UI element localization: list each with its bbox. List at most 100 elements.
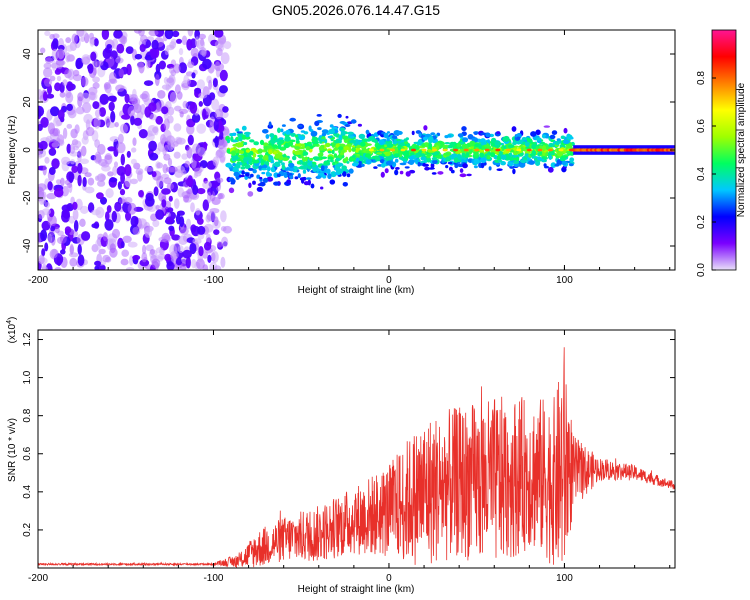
- spectrogram-heatmap: [38, 30, 675, 270]
- signal-cell: [311, 163, 317, 168]
- signal-cell: [230, 150, 237, 157]
- signal-cell: [262, 177, 269, 183]
- signal-cell: [350, 119, 357, 124]
- noise-cell: [107, 171, 114, 177]
- noise-cell: [89, 32, 94, 40]
- noise-cell: [52, 38, 59, 50]
- noise-cell: [191, 113, 201, 123]
- signal-cell: [328, 128, 335, 135]
- noise-cell: [99, 107, 106, 117]
- noise-cell: [120, 258, 129, 266]
- noise-cell: [92, 67, 97, 76]
- signal-cell: [243, 157, 248, 163]
- noise-cell: [173, 151, 181, 159]
- signal-cell: [428, 136, 434, 143]
- signal-cell: [295, 140, 300, 144]
- signal-cell: [285, 129, 291, 135]
- signal-cell: [345, 156, 349, 162]
- noise-cell: [212, 78, 218, 88]
- x-tick-label: 100: [556, 573, 573, 584]
- signal-cell: [253, 141, 257, 145]
- noise-cell: [51, 142, 59, 148]
- noise-cell: [73, 220, 79, 232]
- signal-peak-cell: [442, 148, 448, 152]
- signal-cell: [535, 129, 541, 136]
- noise-cell: [81, 30, 88, 37]
- noise-cell: [134, 30, 142, 34]
- signal-cell: [261, 168, 268, 171]
- signal-cell: [312, 156, 320, 160]
- signal-peak-cell: [411, 148, 416, 152]
- signal-peak-cell: [379, 148, 385, 152]
- noise-cell: [161, 199, 167, 208]
- signal-cell: [346, 161, 350, 164]
- noise-cell: [40, 47, 46, 54]
- signal-cell: [500, 154, 507, 160]
- noise-cell: [68, 172, 74, 184]
- signal-cell: [308, 125, 312, 132]
- signal-cell: [461, 159, 465, 162]
- signal-cell: [280, 128, 284, 133]
- noise-cell: [157, 90, 166, 99]
- y-tick-label: 0.4: [22, 484, 33, 498]
- noise-cell: [124, 164, 132, 177]
- signal-cell: [333, 140, 340, 144]
- colorbar-label: Normalized spectral amplitude: [736, 82, 747, 217]
- noise-cell: [41, 248, 46, 257]
- noise-cell: [66, 103, 73, 111]
- signal-cell: [326, 168, 331, 174]
- noise-cell: [174, 198, 180, 210]
- noise-cell: [173, 63, 181, 74]
- signal-cell: [399, 170, 404, 175]
- signal-cell: [568, 163, 574, 167]
- noise-cell: [187, 30, 194, 37]
- noise-cell: [92, 101, 100, 110]
- signal-cell: [225, 162, 232, 168]
- signal-cell: [394, 158, 399, 163]
- noise-cell: [77, 149, 83, 159]
- noise-cell: [197, 225, 206, 235]
- noise-cell: [104, 83, 112, 94]
- signal-cell: [520, 147, 524, 152]
- signal-cell: [431, 172, 437, 175]
- signal-cell: [498, 150, 503, 157]
- signal-cell: [289, 167, 295, 172]
- noise-cell: [120, 172, 125, 185]
- noise-cell: [47, 214, 57, 227]
- noise-cell: [207, 191, 212, 204]
- signal-cell: [365, 143, 372, 147]
- signal-cell: [347, 131, 354, 135]
- signal-cell: [340, 152, 344, 156]
- noise-cell: [191, 143, 201, 155]
- signal-cell: [358, 156, 365, 162]
- noise-cell: [155, 115, 163, 125]
- signal-cell: [544, 165, 549, 169]
- signal-cell: [294, 146, 301, 150]
- signal-cell: [530, 153, 534, 157]
- signal-cell: [243, 141, 248, 146]
- noise-cell: [150, 48, 158, 59]
- signal-cell: [423, 125, 428, 131]
- noise-cell: [93, 116, 101, 129]
- signal-cell: [530, 131, 537, 137]
- snr-y-multiplier-exp: 4: [6, 320, 13, 324]
- noise-cell: [106, 205, 112, 213]
- signal-cell: [548, 155, 552, 161]
- signal-cell: [264, 147, 268, 152]
- signal-cell: [368, 136, 375, 141]
- noise-cell: [138, 61, 145, 74]
- signal-cell: [346, 173, 351, 178]
- signal-cell: [232, 167, 239, 173]
- noise-cell: [138, 190, 144, 198]
- signal-cell: [490, 152, 496, 158]
- noise-cell: [54, 226, 60, 234]
- signal-cell: [338, 134, 343, 141]
- signal-cell: [485, 132, 491, 138]
- noise-cell: [79, 158, 89, 165]
- noise-cell: [66, 81, 74, 92]
- signal-cell: [231, 132, 237, 136]
- noise-cell: [122, 235, 132, 243]
- snr-y-multiplier-close: ): [7, 317, 18, 320]
- svg-text:(x104): (x104): [6, 317, 18, 344]
- noise-cell: [77, 92, 84, 102]
